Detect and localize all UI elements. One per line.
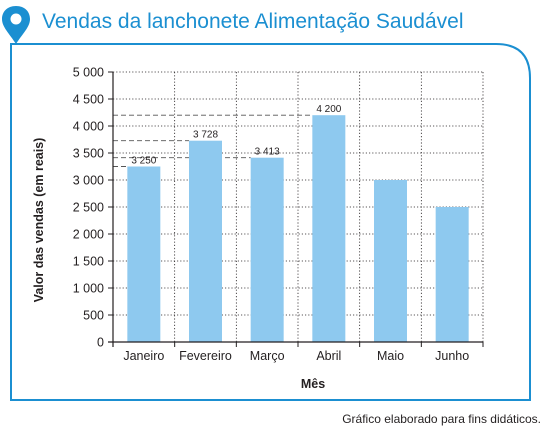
bar-abril (312, 115, 346, 342)
axes (108, 71, 484, 347)
y-tick-label: 5 000 (73, 66, 104, 80)
grid-lines (113, 71, 484, 342)
y-tick-label: 2 000 (73, 228, 104, 242)
x-tick-label: Junho (435, 349, 469, 363)
x-tick-label: Maio (377, 349, 404, 363)
y-tick-labels: 0 500 1 000 1 500 2 000 2 500 3 000 3 500 4 000 4… (73, 66, 104, 350)
y-tick-label: 3 000 (73, 174, 104, 188)
source-note: Gráfico elaborado para fins didáticos. (342, 412, 541, 426)
x-tick-labels: Janeiro Fevereiro Março Abril Maio Junho (123, 349, 469, 363)
location-pin-icon (2, 6, 30, 44)
y-tick-label: 1 500 (73, 255, 104, 269)
reference-lines (113, 114, 313, 167)
data-label: 3 728 (193, 130, 218, 141)
y-tick-label: 4 500 (73, 93, 104, 107)
bar-janeiro (127, 166, 161, 342)
data-label: 3 413 (255, 147, 280, 158)
x-axis-title: Mês (301, 377, 325, 391)
y-tick-label: 500 (83, 309, 104, 323)
data-label: 3 250 (131, 156, 156, 167)
x-tick-label: Abril (316, 349, 341, 363)
y-tick-label: 4 000 (73, 120, 104, 134)
y-tick-label: 2 500 (73, 201, 104, 215)
bar-fevereiro (189, 140, 222, 342)
chart-title: Vendas da lanchonete Alimentação Saudáve… (42, 10, 464, 33)
data-labels: 3 250 3 728 3 413 4 200 (131, 104, 341, 166)
chart-frame (10, 43, 531, 401)
bars (127, 115, 469, 342)
y-tick-label: 3 500 (73, 147, 104, 161)
x-tick-label: Janeiro (123, 349, 164, 363)
data-label: 4 200 (316, 104, 341, 115)
bar-maio (374, 180, 407, 342)
x-tick-label: Março (250, 349, 285, 363)
bar-março (250, 157, 284, 342)
y-tick-label: 1 000 (73, 282, 104, 296)
y-axis-title: Valor das vendas (em reais) (32, 138, 46, 303)
y-tick-label: 0 (97, 336, 104, 350)
x-tick-label: Fevereiro (179, 349, 232, 363)
bar-junho (435, 207, 469, 342)
